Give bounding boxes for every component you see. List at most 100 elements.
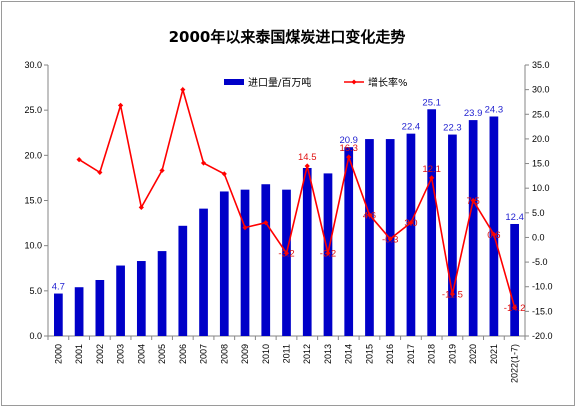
right-tick-label: 10.0 (532, 183, 550, 193)
growth-point (429, 175, 435, 181)
line-data-label: 12.1 (422, 164, 441, 175)
line-data-label: -14.2 (504, 303, 526, 314)
x-tick-label: 2006 (178, 344, 188, 364)
import-bar (510, 223, 519, 336)
data-labels: 4.7 20.9 22.4 25.1 22.323.9 24.3 12.4 14.5 -3.2 -… (52, 97, 526, 314)
x-tick-label: 2007 (199, 344, 209, 364)
left-tick-label: 15.0 (24, 196, 42, 206)
import-bar (219, 191, 229, 336)
line-data-label: 4.6 (363, 210, 376, 221)
right-tick-label: 0.0 (532, 232, 545, 242)
x-tick-label: 2010 (261, 344, 271, 364)
x-tick-label: 2011 (282, 344, 292, 363)
bar-data-label: 23.9 (464, 108, 483, 119)
x-tick-label: 2008 (219, 344, 229, 364)
import-bar (54, 293, 63, 336)
x-tick-label: 2017 (406, 344, 416, 364)
x-tick-label: 2014 (344, 344, 354, 364)
x-tick-label: 2001 (74, 344, 84, 364)
import-bar (365, 139, 374, 336)
left-tick-label: 10.0 (24, 241, 42, 251)
growth-point (180, 87, 186, 93)
right-tick-label: 30.0 (532, 85, 550, 95)
x-tick-label: 2000 (53, 344, 63, 364)
growth-point (512, 304, 518, 311)
x-tick-label: 2016 (385, 344, 395, 364)
left-tick-label: 0.0 (29, 331, 42, 341)
right-tick-label: -20.0 (532, 331, 553, 341)
x-tick-label: 2009 (240, 344, 250, 364)
growth-point (76, 157, 82, 163)
right-tick-label: 5.0 (532, 208, 545, 218)
legend-line-marker (351, 79, 357, 85)
line-data-label: 7.5 (467, 196, 480, 207)
import-bar (344, 147, 354, 336)
import-bar (199, 208, 208, 336)
x-tick-label: 2018 (427, 344, 437, 364)
growth-point (221, 171, 227, 177)
growth-point (138, 204, 144, 210)
import-bar (302, 167, 312, 336)
x-tick-label: 2020 (468, 344, 478, 364)
import-bar (74, 287, 84, 336)
bars (54, 109, 519, 337)
right-tick-label: -10.0 (532, 282, 553, 292)
growth-point (449, 291, 456, 297)
legend-line-label: 增长率% (368, 76, 408, 89)
legend-bar-label: 进口量/百万吨 (248, 76, 311, 89)
right-tick-label: 20.0 (532, 134, 550, 144)
x-tick-label: 2003 (116, 344, 126, 364)
growth-point (366, 212, 373, 218)
left-tick-label: 30.0 (24, 60, 42, 70)
import-bar (427, 109, 437, 336)
growth-line-series (76, 86, 518, 311)
legend: 进口量/百万吨 增长率% (224, 76, 408, 89)
import-bar (157, 251, 167, 336)
left-tick-label: 20.0 (24, 150, 42, 160)
bar-data-label: 25.1 (422, 97, 441, 108)
left-tick-label: 5.0 (29, 286, 42, 296)
line-data-label: 3.0 (404, 218, 417, 229)
growth-point (117, 102, 124, 109)
x-tick-label: 2021 (489, 344, 499, 364)
right-tick-label: -5.0 (532, 257, 548, 267)
line-data-label: 0.6 (487, 230, 500, 241)
import-bar (468, 120, 478, 336)
line-data-label: -11.5 (442, 290, 463, 301)
bar-data-label: 4.7 (52, 282, 65, 293)
x-tick-label: 2013 (323, 344, 333, 364)
import-bar (448, 134, 457, 336)
bar-data-label: 22.4 (402, 122, 421, 133)
line-data-label: 14.5 (298, 152, 317, 163)
import-bar (116, 265, 125, 336)
growth-line (78, 86, 516, 308)
line-data-label: -0.3 (382, 234, 398, 245)
x-tick-label: 2015 (364, 344, 374, 364)
bar-data-label: 22.3 (443, 123, 462, 134)
growth-point (97, 169, 103, 176)
growth-point (470, 197, 476, 204)
left-tick-label: 25.0 (24, 105, 42, 115)
growth-point (242, 225, 248, 231)
growth-point (346, 154, 352, 160)
import-bar (282, 189, 291, 336)
x-tick-label: 2002 (95, 344, 105, 364)
line-data-label: -3.2 (320, 249, 336, 260)
legend-bar-swatch (224, 79, 244, 85)
growth-point (325, 250, 331, 256)
growth-point (283, 250, 290, 256)
x-tick-label: 2019 (447, 344, 457, 364)
bar-data-label: 12.4 (505, 212, 524, 223)
x-tick-label: 2022(1-7) (510, 344, 520, 383)
import-bar (406, 133, 416, 336)
import-bar (261, 184, 271, 336)
growth-point (159, 167, 165, 174)
x-tick-label: 2004 (136, 344, 146, 364)
growth-point (304, 163, 310, 169)
bar-data-label: 20.9 (339, 135, 358, 146)
right-tick-label: 15.0 (532, 159, 550, 169)
x-tick-label: 2012 (302, 344, 312, 364)
growth-point (387, 236, 393, 242)
